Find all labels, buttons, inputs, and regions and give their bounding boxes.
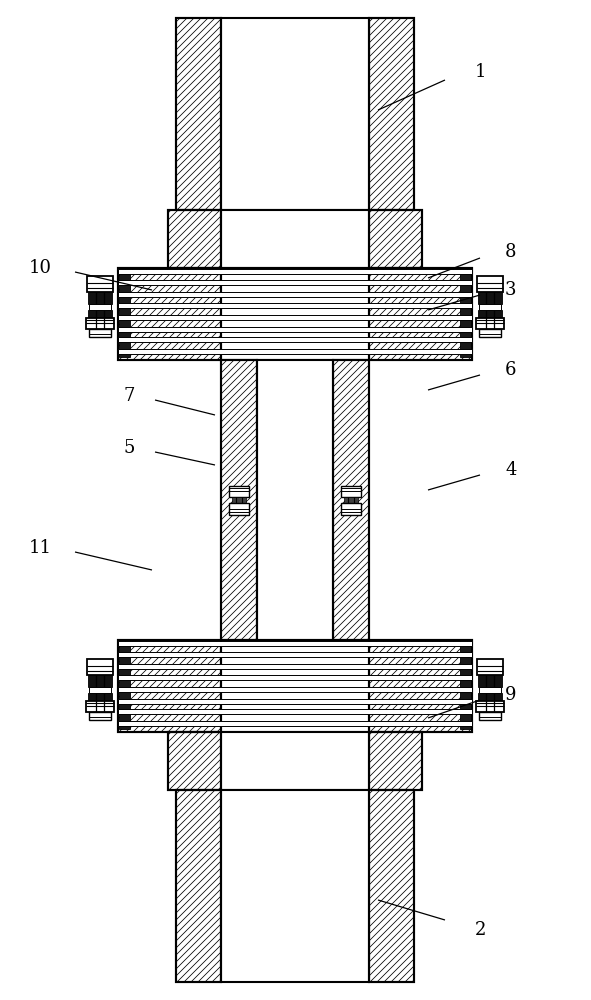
Bar xyxy=(86,701,115,712)
Bar xyxy=(89,304,111,310)
Bar xyxy=(118,315,472,320)
Bar xyxy=(89,712,111,720)
Bar xyxy=(118,721,472,726)
Bar xyxy=(87,659,113,675)
Bar xyxy=(341,486,361,497)
Bar xyxy=(89,687,111,693)
Bar xyxy=(221,268,369,360)
Text: 7: 7 xyxy=(124,387,135,405)
Bar xyxy=(479,329,501,337)
Bar xyxy=(221,360,257,640)
Bar xyxy=(369,640,472,732)
Bar xyxy=(478,310,502,318)
Bar xyxy=(89,329,111,337)
Bar xyxy=(221,732,369,790)
Bar xyxy=(221,640,369,732)
Bar xyxy=(479,687,501,693)
Bar xyxy=(176,790,221,982)
Bar xyxy=(229,503,249,515)
Text: 5: 5 xyxy=(124,439,135,457)
Bar xyxy=(344,497,358,503)
Bar xyxy=(479,712,501,720)
Bar xyxy=(87,310,112,318)
Bar xyxy=(118,280,472,285)
Bar xyxy=(369,732,422,790)
Text: 10: 10 xyxy=(29,259,52,277)
Bar xyxy=(221,790,369,982)
Bar xyxy=(168,210,221,268)
Bar xyxy=(118,709,472,714)
Bar xyxy=(369,790,414,982)
Bar xyxy=(476,318,504,329)
Bar xyxy=(479,304,501,310)
Bar xyxy=(369,268,472,360)
Bar xyxy=(477,659,503,675)
Bar xyxy=(87,675,112,687)
Bar xyxy=(369,790,414,982)
Bar xyxy=(460,643,471,729)
Bar xyxy=(369,210,422,268)
Bar xyxy=(221,18,369,210)
Bar xyxy=(87,276,113,292)
Bar xyxy=(369,268,472,360)
Bar xyxy=(476,701,504,712)
Bar xyxy=(118,664,472,669)
Text: 3: 3 xyxy=(505,281,517,299)
Bar xyxy=(478,693,502,701)
Bar xyxy=(341,503,361,515)
Bar xyxy=(176,790,221,982)
Bar xyxy=(369,732,422,790)
Bar xyxy=(478,675,502,687)
Bar xyxy=(86,318,115,329)
Text: 2: 2 xyxy=(475,921,486,939)
Bar xyxy=(118,687,472,692)
Text: 4: 4 xyxy=(505,461,517,479)
Bar xyxy=(460,271,471,357)
Bar xyxy=(118,327,472,332)
Bar xyxy=(369,210,422,268)
Bar xyxy=(118,675,472,680)
Bar xyxy=(118,292,472,297)
Bar xyxy=(118,268,221,360)
Bar xyxy=(229,486,249,497)
Bar xyxy=(118,349,472,354)
Bar xyxy=(221,210,369,268)
Bar xyxy=(118,337,472,342)
Bar xyxy=(478,292,502,304)
Bar xyxy=(221,360,257,640)
Text: 8: 8 xyxy=(505,243,517,261)
Text: 9: 9 xyxy=(505,686,517,704)
Bar xyxy=(333,360,369,640)
Bar xyxy=(119,643,130,729)
Bar xyxy=(118,641,472,646)
Bar xyxy=(232,497,246,503)
Bar xyxy=(118,640,221,732)
Bar xyxy=(168,732,221,790)
Bar xyxy=(119,271,130,357)
Bar xyxy=(118,303,472,308)
Bar xyxy=(369,18,414,210)
Bar xyxy=(118,699,472,704)
Bar xyxy=(477,276,503,292)
Bar xyxy=(369,640,472,732)
Bar xyxy=(257,360,333,640)
Text: 6: 6 xyxy=(505,361,517,379)
Bar xyxy=(369,18,414,210)
Bar xyxy=(168,210,221,268)
Text: 1: 1 xyxy=(475,63,486,81)
Bar xyxy=(87,292,112,304)
Bar xyxy=(118,640,221,732)
Bar xyxy=(87,693,112,701)
Bar xyxy=(118,269,472,274)
Bar xyxy=(118,268,221,360)
Bar xyxy=(176,18,221,210)
Bar xyxy=(176,18,221,210)
Text: 11: 11 xyxy=(29,539,52,557)
Bar xyxy=(333,360,369,640)
Bar xyxy=(168,732,221,790)
Bar xyxy=(118,652,472,657)
